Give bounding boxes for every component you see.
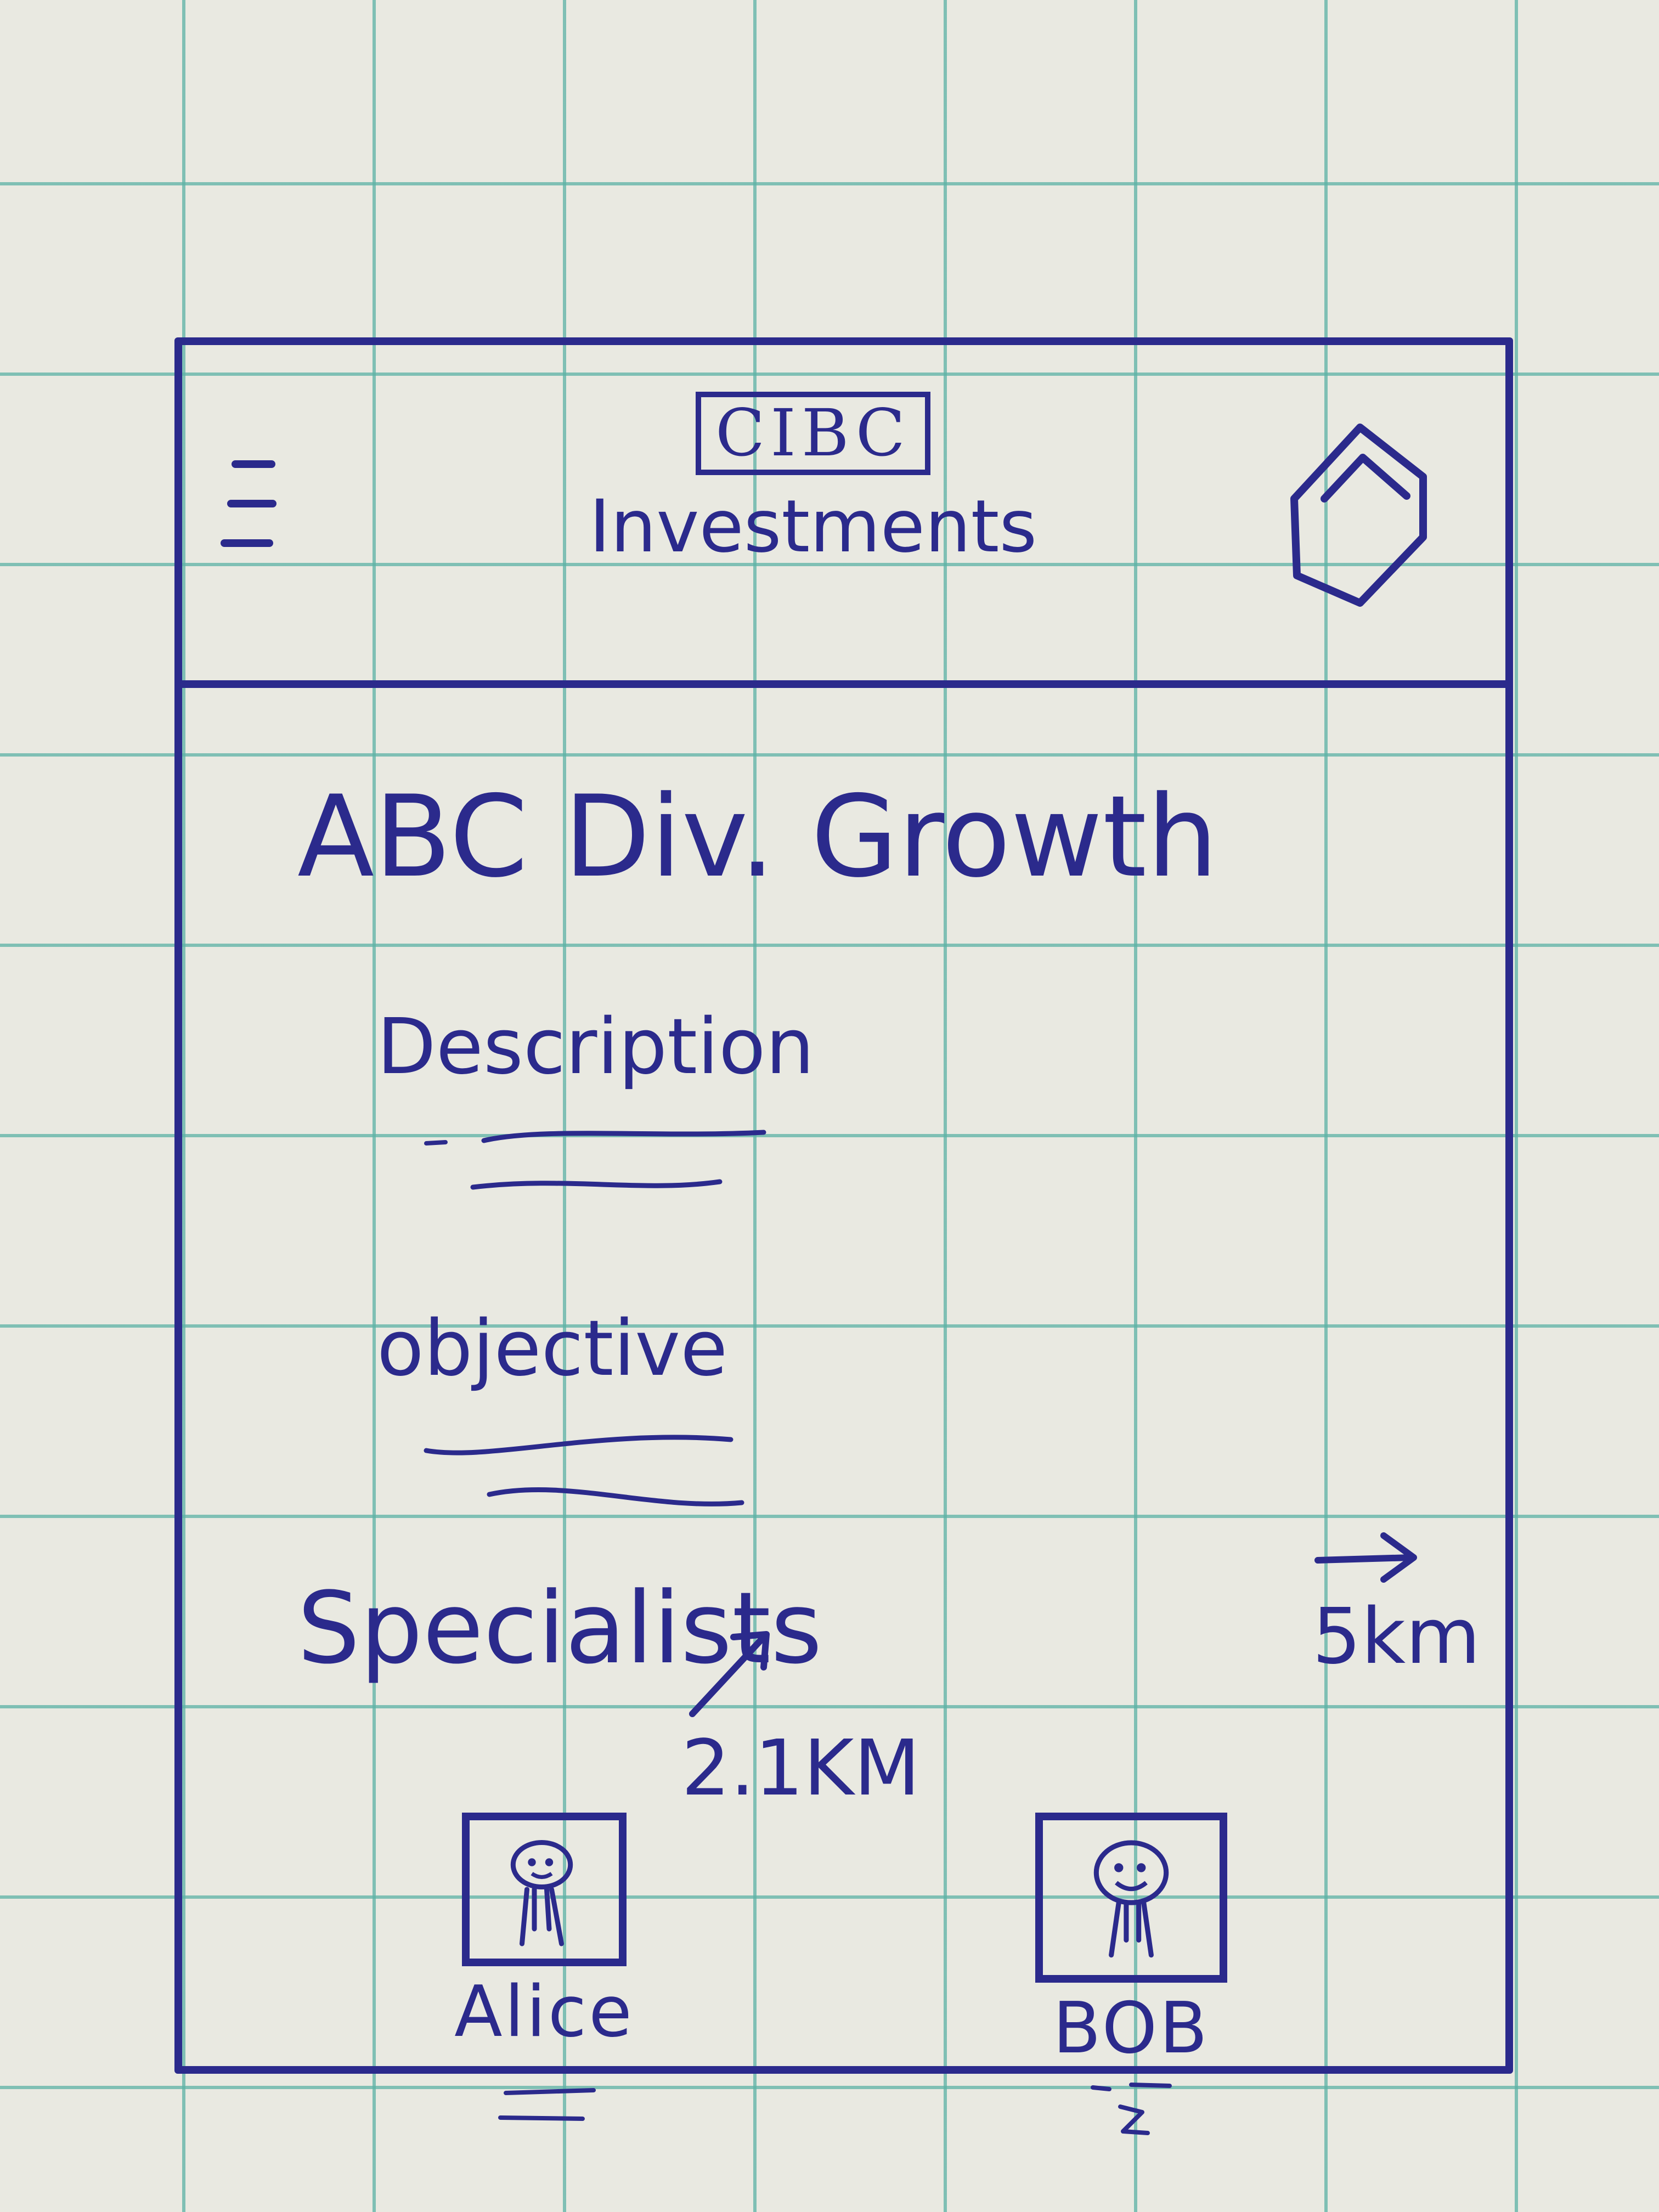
fund-title: ABC Div. Growth	[297, 772, 1218, 902]
app-header: CIBC Investments	[182, 345, 1505, 688]
distance-alice: 2.1KM	[681, 1615, 920, 1807]
description-placeholder-text	[424, 1130, 766, 1190]
specialist-info-placeholder	[1091, 2083, 1172, 2135]
avatar	[1035, 1813, 1227, 1983]
objective-placeholder-text	[424, 1435, 744, 1506]
brand-logo: CIBC	[695, 392, 931, 475]
avatar	[462, 1813, 627, 1966]
phone-frame: CIBC Investments ABC Div. Growth Descrip…	[174, 337, 1513, 2135]
specialist-card-alice[interactable]: Alice	[429, 1813, 659, 2121]
distance-value: 5km	[1312, 1592, 1481, 1681]
app-subtitle: Investments	[589, 484, 1037, 569]
specialist-name: BOB	[1052, 1988, 1210, 2069]
objective-label: objective	[377, 1304, 728, 1393]
profile-icon[interactable]	[1283, 416, 1437, 625]
specialist-name: Alice	[454, 1971, 634, 2053]
specialist-card-bob[interactable]: BOB	[1016, 1813, 1246, 2135]
distance-bob: 5km	[1312, 1527, 1481, 1675]
arrow-right-icon	[1314, 1532, 1417, 1583]
arrow-up-right-icon	[689, 1631, 770, 1717]
distance-value: 2.1KM	[681, 1724, 921, 1813]
fund-details: ABC Div. Growth Description objective Sp…	[182, 688, 1505, 2135]
description-label: Description	[377, 1002, 815, 1092]
specialist-info-placeholder	[498, 2066, 596, 2121]
brand: CIBC Investments	[588, 392, 1038, 567]
specialists-heading: Specialists	[297, 1571, 822, 1686]
menu-icon[interactable]	[221, 460, 281, 575]
